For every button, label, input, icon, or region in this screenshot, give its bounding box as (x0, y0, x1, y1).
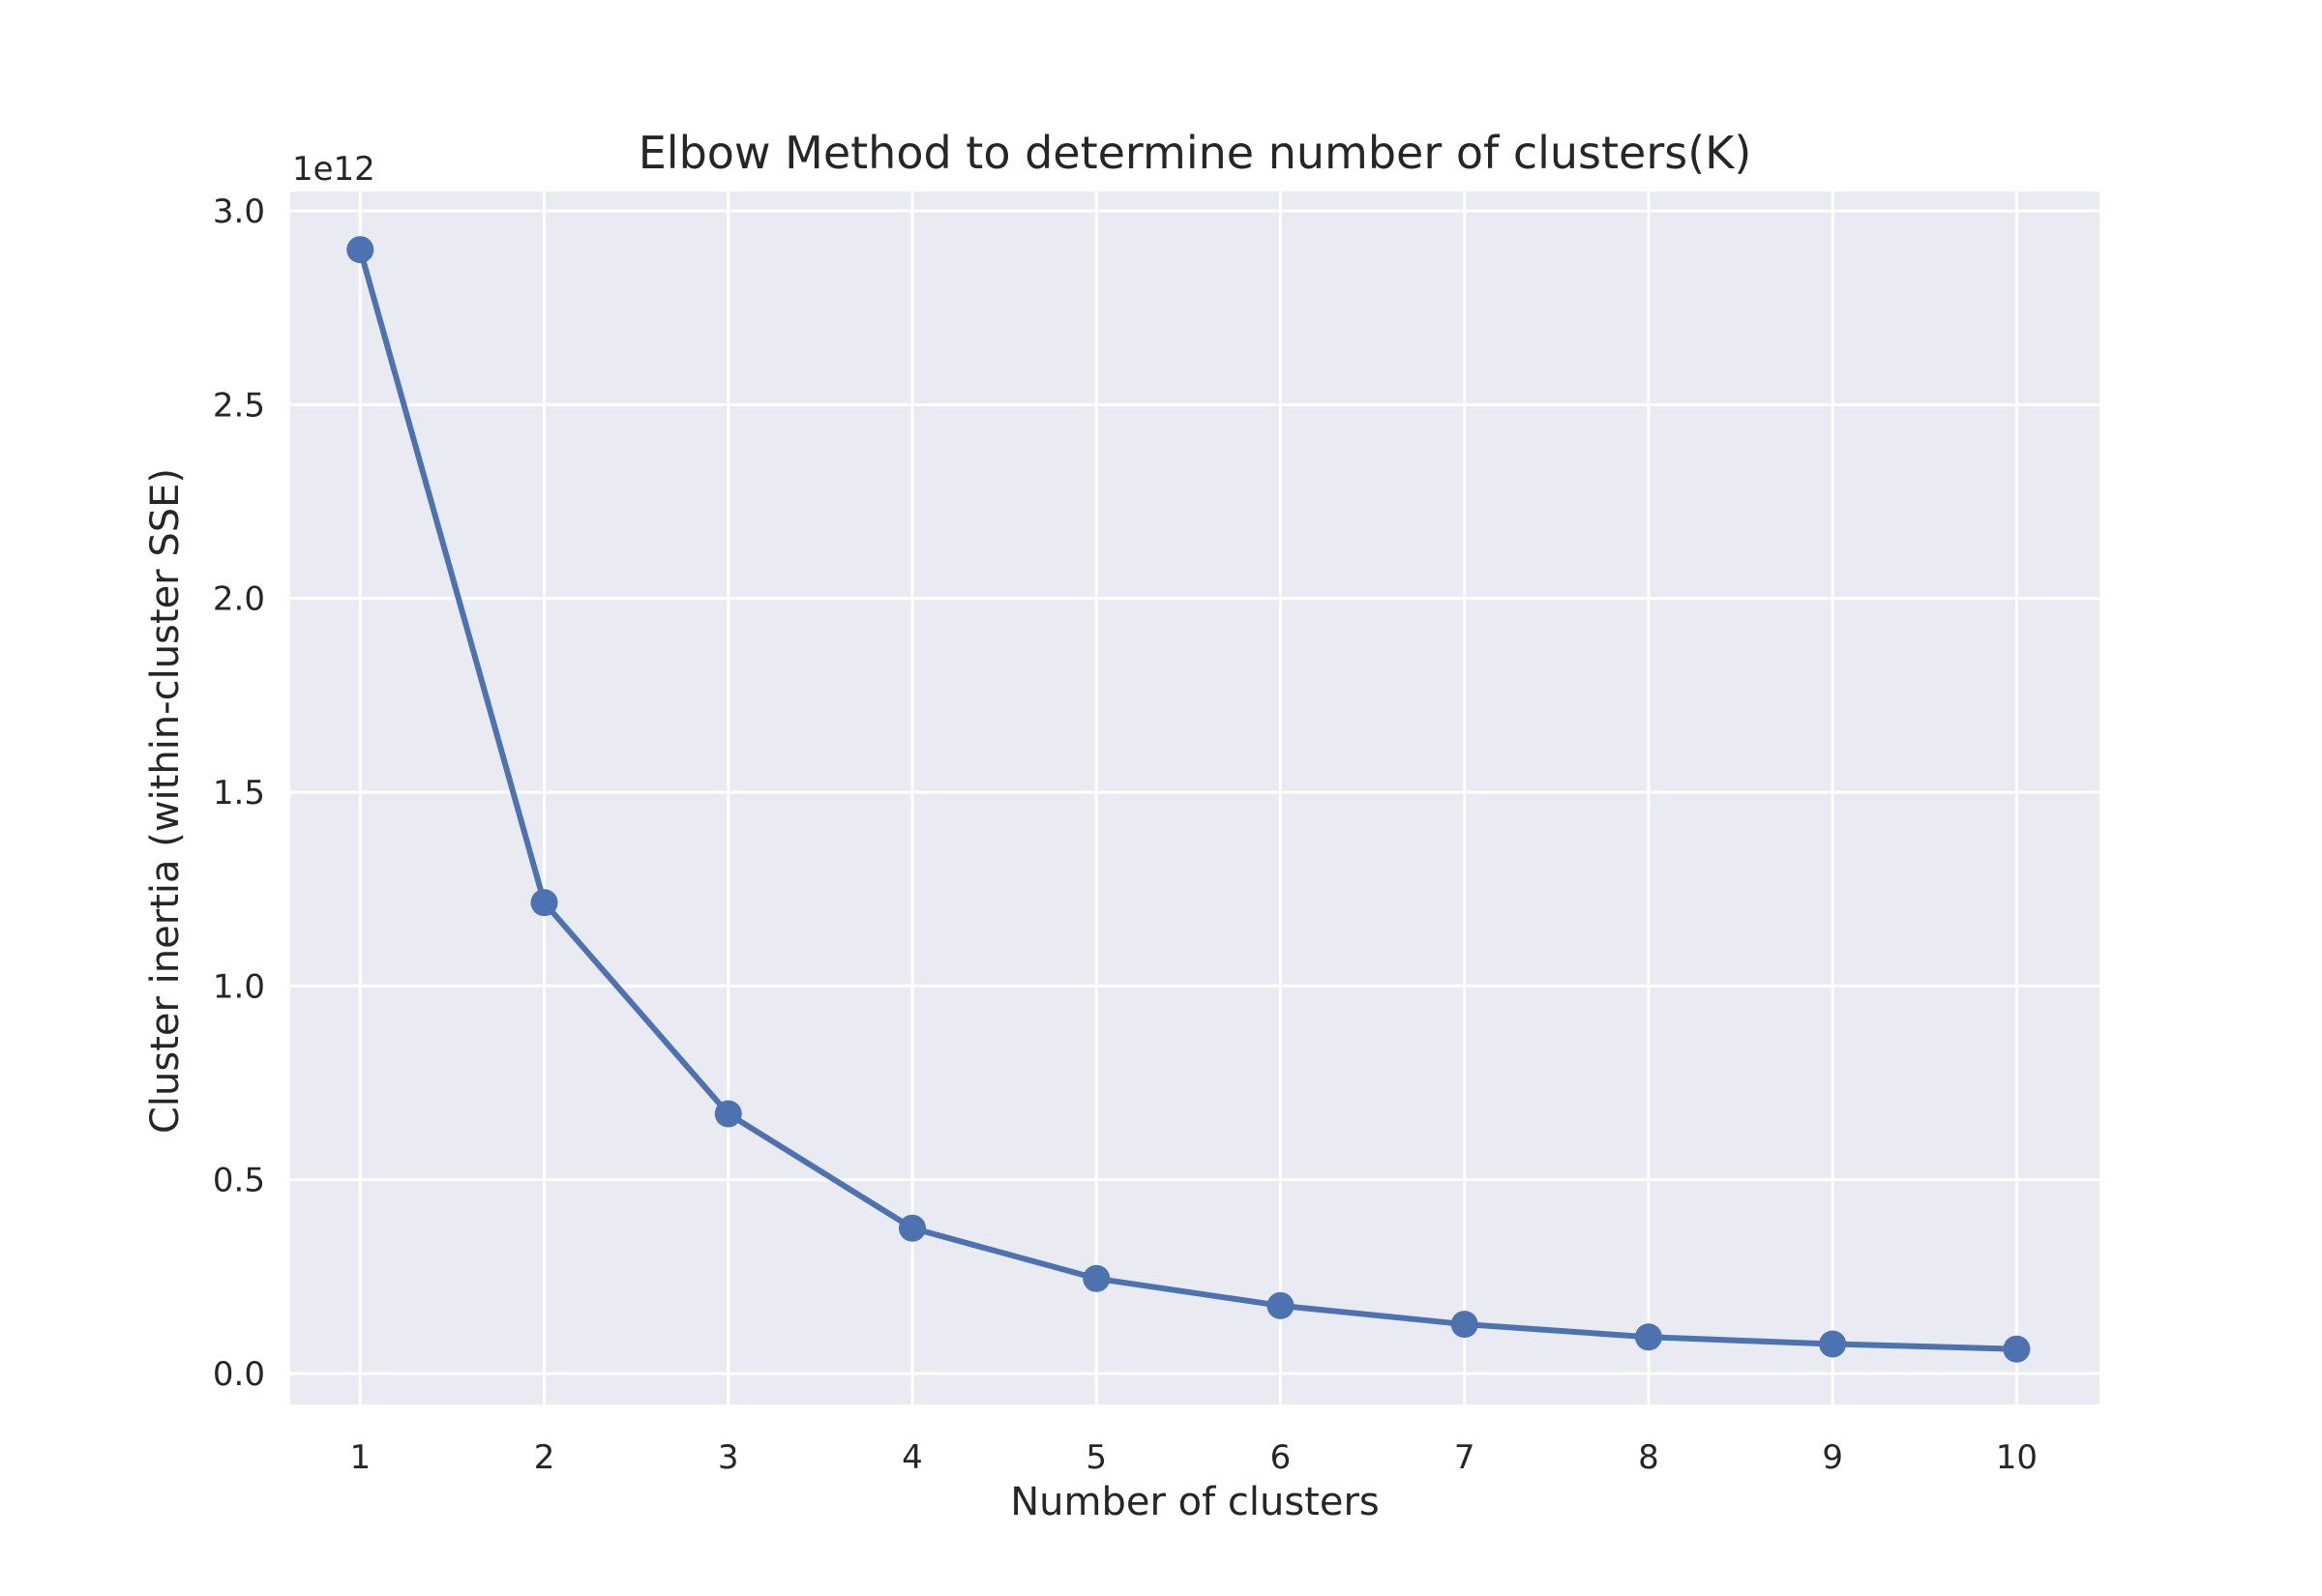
y-tick-label: 0.0 (213, 1355, 265, 1394)
x-tick-label: 3 (718, 1438, 739, 1477)
data-point (1634, 1323, 1662, 1351)
data-point (714, 1100, 742, 1128)
data-point (1450, 1311, 1478, 1339)
series-line (357, 247, 2020, 1352)
y-tick-label: 1.5 (213, 774, 265, 813)
y-axis-label: Cluster inertia (within-cluster SSE) (143, 468, 188, 1134)
x-tick-label: 7 (1454, 1438, 1475, 1477)
x-tick-label: 8 (1638, 1438, 1659, 1477)
plot-background (290, 192, 2099, 1404)
x-gridlines (358, 192, 2018, 1404)
data-point (1083, 1264, 1111, 1292)
y-tick-labels: 0.0 0.5 1.0 1.5 2.0 2.5 3.0 (213, 192, 265, 1394)
data-point (1819, 1330, 1847, 1358)
y-tick-label: 2.0 (213, 580, 265, 619)
data-point (346, 236, 374, 264)
data-point (2003, 1335, 2031, 1363)
y-offset-label: 1e12 (292, 150, 375, 189)
data-point (530, 889, 558, 917)
y-tick-label: 2.5 (213, 386, 265, 425)
series-layer (346, 236, 2031, 1363)
y-tick-label: 1.0 (213, 967, 265, 1006)
x-tick-label: 2 (534, 1438, 555, 1477)
x-tick-label: 5 (1086, 1438, 1107, 1477)
x-tick-label: 1 (349, 1438, 371, 1477)
x-axis-label: Number of clusters (1010, 1480, 1380, 1524)
data-point (1266, 1291, 1295, 1319)
x-tick-label: 4 (902, 1438, 923, 1477)
x-tick-labels: 1 2 3 4 5 6 7 8 9 10 (349, 1438, 2038, 1477)
x-tick-label: 10 (1996, 1438, 2038, 1477)
y-tick-label: 3.0 (213, 192, 265, 231)
y-gridlines (290, 209, 2099, 1375)
x-tick-label: 6 (1270, 1438, 1292, 1477)
x-tick-label: 9 (1822, 1438, 1843, 1477)
chart-title: Elbow Method to determine number of clus… (639, 127, 1752, 179)
y-tick-label: 0.5 (213, 1162, 265, 1200)
data-point (898, 1214, 926, 1242)
